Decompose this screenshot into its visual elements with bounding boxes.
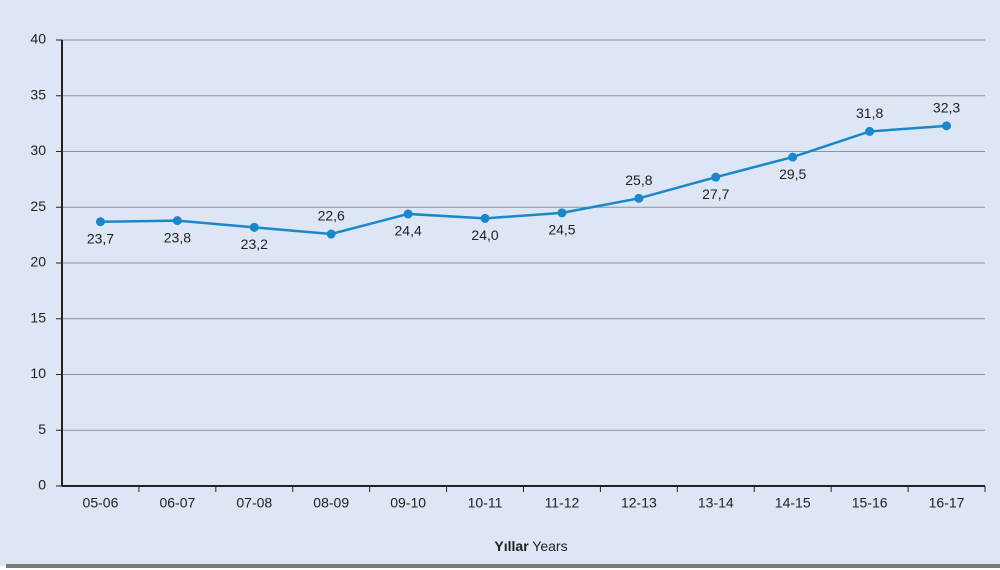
x-tick-label: 06-07 xyxy=(159,495,195,511)
data-label: 31,8 xyxy=(856,105,883,121)
data-label: 23,8 xyxy=(164,229,191,245)
x-tick-label: 15-16 xyxy=(852,495,888,511)
data-label: 24,4 xyxy=(395,223,422,239)
point xyxy=(480,213,490,223)
y-tick-label: 25 xyxy=(30,198,46,214)
x-title-bold: Yıllar xyxy=(494,538,529,554)
data-label: 23,2 xyxy=(241,236,268,252)
y-tick-label: 30 xyxy=(30,142,46,158)
x-tick-label: 07-08 xyxy=(236,495,272,511)
data-label: 27,7 xyxy=(702,186,729,202)
y-tick-label: 35 xyxy=(30,86,46,102)
point xyxy=(95,217,105,227)
data-label: 25,8 xyxy=(625,172,652,188)
point xyxy=(942,121,952,131)
point xyxy=(172,216,182,226)
y-tick-label: 5 xyxy=(38,421,46,437)
data-label: 24,0 xyxy=(471,227,498,243)
x-tick-label: 09-10 xyxy=(390,495,426,511)
line xyxy=(100,124,947,236)
data-label: 32,3 xyxy=(933,100,960,116)
x-tick-label: 10-11 xyxy=(468,495,503,511)
data-label: 29,5 xyxy=(779,166,806,182)
x-tick-label: 16-17 xyxy=(929,495,965,511)
bottom-rule xyxy=(6,564,1000,568)
x-tick-label: 12-13 xyxy=(621,495,657,511)
point xyxy=(403,209,413,219)
point xyxy=(326,229,336,239)
point xyxy=(634,193,644,203)
y-tick-label: 0 xyxy=(38,477,46,493)
point xyxy=(249,222,259,232)
y-tick-label: 15 xyxy=(30,309,46,325)
x-tick-label: 11-12 xyxy=(545,495,580,511)
x-tick-label: 13-14 xyxy=(698,495,734,511)
data-label: 22,6 xyxy=(318,208,345,224)
point xyxy=(865,126,875,136)
data-label: 23,7 xyxy=(87,230,114,246)
y-tick-label: 10 xyxy=(30,365,46,381)
data-label: 24,5 xyxy=(548,222,575,238)
point xyxy=(557,208,567,218)
x-tick-label: 08-09 xyxy=(313,495,349,511)
y-tick-label: 20 xyxy=(30,254,46,270)
y-tick-label: 40 xyxy=(30,31,46,47)
x-title-regular: Years xyxy=(532,538,567,554)
point xyxy=(788,152,798,162)
x-axis-title: Yıllar Years xyxy=(494,538,567,554)
x-tick-label: 05-06 xyxy=(83,495,119,511)
x-tick-label: 14-15 xyxy=(775,495,811,511)
point xyxy=(711,172,721,182)
